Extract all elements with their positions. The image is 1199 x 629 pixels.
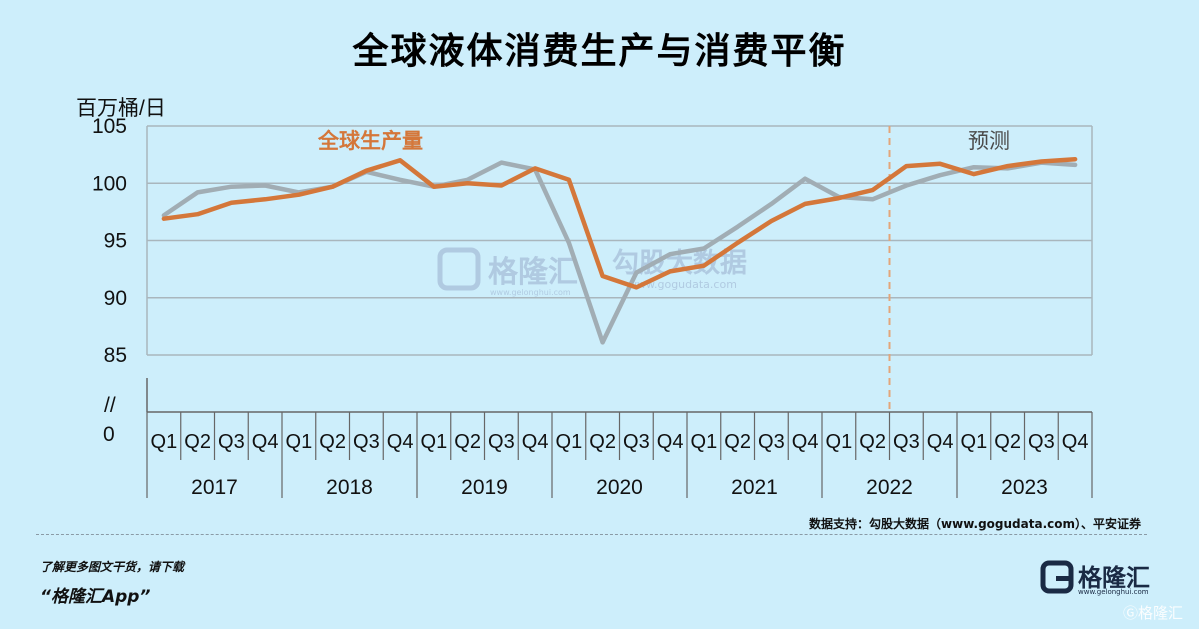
x-tick-label-4: Q1 xyxy=(286,431,313,453)
x-tick-label-19: Q4 xyxy=(792,431,819,453)
x-tick-label-0: Q1 xyxy=(151,431,178,453)
bottom-watermark-text: 格隆汇 xyxy=(1138,604,1184,622)
y-zero-label: 0 xyxy=(103,423,115,446)
year-label-2023: 2023 xyxy=(1001,476,1048,499)
bottom-watermark-g-icon: Ⓖ xyxy=(1123,604,1139,622)
promo-line-2: “格隆汇App” xyxy=(40,587,151,607)
production-series-label: 全球生产量 xyxy=(317,129,423,153)
grid-lines xyxy=(146,125,1093,356)
x-tick-label-18: Q3 xyxy=(758,431,785,453)
brand-url: www.gelonghui.com xyxy=(1078,588,1149,596)
x-tick-label-15: Q4 xyxy=(657,431,684,453)
x-tick-label-13: Q2 xyxy=(589,431,616,453)
x-tick-label-20: Q1 xyxy=(826,431,853,453)
x-tick-label-11: Q4 xyxy=(522,431,549,453)
y-unit-label: 百万桶/日 xyxy=(76,97,166,120)
series-lines xyxy=(161,156,1078,345)
x-tick-label-25: Q2 xyxy=(994,431,1021,453)
x-tick-label-14: Q3 xyxy=(623,431,650,453)
year-label-2021: 2021 xyxy=(731,476,778,499)
bottom-watermark: Ⓖ格隆汇 xyxy=(1123,602,1183,623)
x-tick-label-23: Q4 xyxy=(927,431,954,453)
x-tick-label-10: Q3 xyxy=(488,431,515,453)
x-tick-label-1: Q2 xyxy=(184,431,211,453)
year-label-2018: 2018 xyxy=(326,476,373,499)
y-tick-label-85: 85 xyxy=(104,344,127,367)
forecast-label: 预测 xyxy=(968,129,1010,153)
year-label-2017: 2017 xyxy=(191,476,238,499)
brand-logo: 格隆汇 www.gelonghui.com xyxy=(1040,556,1160,600)
x-tick-label-22: Q3 xyxy=(893,431,920,453)
axes: 85 90 95 100 105 Q1 Q2 Q3 Q4 Q1 Q2 Q3 Q4 Q1 Q2 Q3 Q4 Q1 Q2… xyxy=(92,115,1093,499)
year-label-2022: 2022 xyxy=(866,476,913,499)
y-tick-label-100: 100 xyxy=(92,172,127,195)
series-line-0 xyxy=(161,156,1078,290)
x-tick-label-6: Q3 xyxy=(353,431,380,453)
gelonghui-watermark-url: www.gelonghui.com xyxy=(490,288,571,297)
divider xyxy=(36,534,1147,535)
brand-name: 格隆汇 xyxy=(1078,564,1150,592)
x-tick-label-2: Q3 xyxy=(218,431,245,453)
x-tick-label-12: Q1 xyxy=(556,431,583,453)
x-tick-label-9: Q2 xyxy=(454,431,481,453)
axis-break-mark: // xyxy=(104,394,116,417)
y-tick-label-90: 90 xyxy=(104,287,127,310)
brand-g-icon xyxy=(1040,560,1074,594)
x-tick-label-27: Q4 xyxy=(1062,431,1089,453)
y-tick-label-95: 95 xyxy=(104,230,127,253)
x-tick-label-5: Q2 xyxy=(319,431,346,453)
page-title: 全球液体消费生产与消费平衡 xyxy=(352,31,847,72)
year-label-2020: 2020 xyxy=(596,476,643,499)
x-tick-label-26: Q3 xyxy=(1028,431,1055,453)
gelonghui-watermark-text: 格隆汇 xyxy=(488,255,578,290)
x-tick-label-8: Q1 xyxy=(421,431,448,453)
x-tick-label-16: Q1 xyxy=(691,431,718,453)
x-tick-label-7: Q4 xyxy=(387,431,414,453)
promo-line-1: 了解更多图文干货，请下载 xyxy=(40,560,185,574)
year-label-2019: 2019 xyxy=(461,476,508,499)
y-tick-label-105: 105 xyxy=(92,115,127,138)
x-tick-label-3: Q4 xyxy=(252,431,279,453)
x-tick-label-24: Q1 xyxy=(961,431,988,453)
watermark: 格隆汇 www.gelonghui.com 勾股大数据 www.gogudata… xyxy=(437,247,747,297)
gogu-watermark-url: www.gogudata.com xyxy=(628,278,737,291)
x-tick-label-21: Q2 xyxy=(859,431,886,453)
x-tick-label-17: Q2 xyxy=(724,431,751,453)
gelonghui-watermark-logo xyxy=(437,247,481,291)
source-note: 数据支持：勾股大数据（www.gogudata.com）、平安证券 xyxy=(809,517,1141,531)
